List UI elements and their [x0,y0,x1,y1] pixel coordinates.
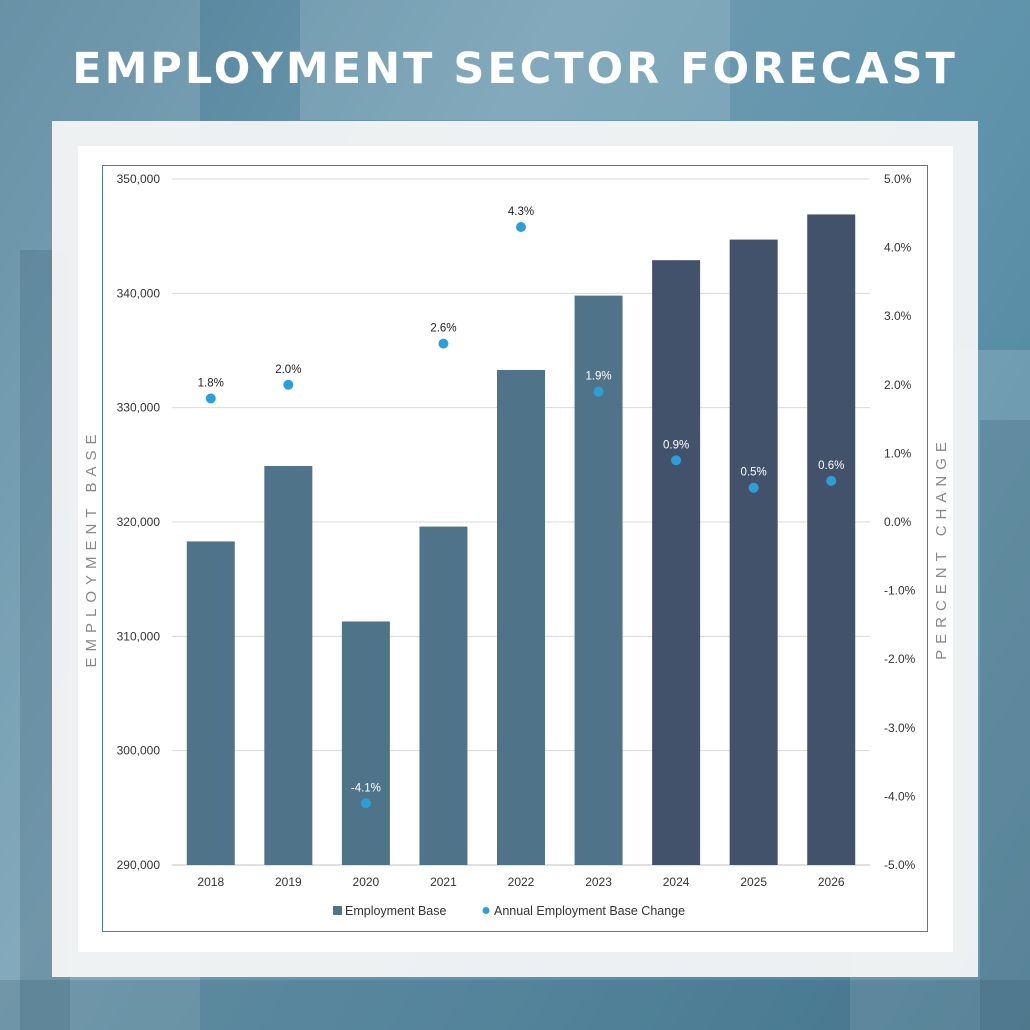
legend-label-employment-base: Employment Base [345,904,446,918]
bar [807,214,856,865]
dot-label: 1.8% [198,378,224,390]
change-dot [283,379,294,390]
change-dot [516,222,526,233]
y-tick-label: 310,000 [117,629,161,643]
y2-tick-label: 0.0% [884,515,912,529]
change-dot [593,386,604,397]
bar [264,465,313,865]
bar [186,541,235,865]
change-dots: 1.8% 2.0% -4.1% 2.6% 4.3% 1.9% 0.9% 0.5% 0.6% [198,206,844,809]
legend-swatch-employment-base [333,906,342,915]
dot-label: 2.6% [430,323,456,335]
x-tick-label: 2019 [275,875,302,889]
y2-tick-label: -2.0% [884,652,916,666]
legend: Employment Base Annual Employment Base C… [333,904,685,918]
y2-tick-label: 3.0% [884,309,912,323]
x-tick-label: 2025 [740,875,767,889]
x-tick-label: 2021 [430,875,457,889]
y-tick-label: 290,000 [117,858,161,872]
left-axis-title: EMPLOYMENT BASE [83,429,100,668]
y-tick-label: 330,000 [117,401,161,415]
y2-tick-label: -5.0% [884,858,916,872]
x-tick-label: 2022 [508,875,535,889]
bar [419,526,468,865]
y2-tick-label: 4.0% [884,241,912,255]
legend-label-change: Annual Employment Base Change [494,904,685,918]
change-dot [360,798,371,809]
bar [341,621,390,865]
change-dot [826,475,837,486]
y2-tick-label: 5.0% [884,172,912,186]
bar [497,369,545,865]
x-axis-ticks: 2018 2019 2020 2021 2022 2023 2024 2025 2026 [197,875,844,889]
dot-label: 0.5% [741,467,767,479]
y-tick-label: 340,000 [117,286,161,300]
right-axis-title: PERCENT CHANGE [933,436,950,660]
dot-label: 2.0% [275,364,301,376]
y2-tick-label: -1.0% [884,584,916,598]
dot-label: 0.6% [818,460,844,472]
y2-tick-label: 1.0% [884,446,912,460]
x-tick-label: 2020 [353,875,380,889]
change-dot [438,338,449,349]
y-tick-label: 300,000 [117,744,161,758]
right-axis-ticks: -5.0% -4.0% -3.0% -2.0% -1.0% 0.0% 1.0% 2.0% 3.0… [884,172,916,872]
bars [186,214,856,866]
change-dot [205,393,216,404]
page-title: EMPLOYMENT SECTOR FORECAST [72,44,958,94]
left-axis-ticks: 290,000 300,000 310,000 320,000 330,000 340,0… [117,172,161,872]
change-dot [748,482,759,493]
y2-tick-label: -3.0% [884,721,916,735]
y2-tick-label: 2.0% [884,378,912,392]
change-dot [671,455,682,466]
y-tick-label: 350,000 [117,172,161,186]
x-tick-label: 2018 [197,875,224,889]
y-tick-label: 320,000 [117,515,161,529]
dot-label: -4.1% [351,782,381,794]
y2-tick-label: -4.0% [884,789,916,803]
legend-swatch-change [482,907,490,914]
x-tick-label: 2023 [585,875,612,889]
bar [652,260,701,866]
dot-label: 1.9% [585,371,611,383]
dot-label: 0.9% [663,439,689,451]
x-tick-label: 2026 [818,875,845,889]
x-tick-label: 2024 [663,875,690,889]
chart-border [102,165,928,932]
dot-label: 4.3% [508,206,534,218]
bar [729,239,778,865]
